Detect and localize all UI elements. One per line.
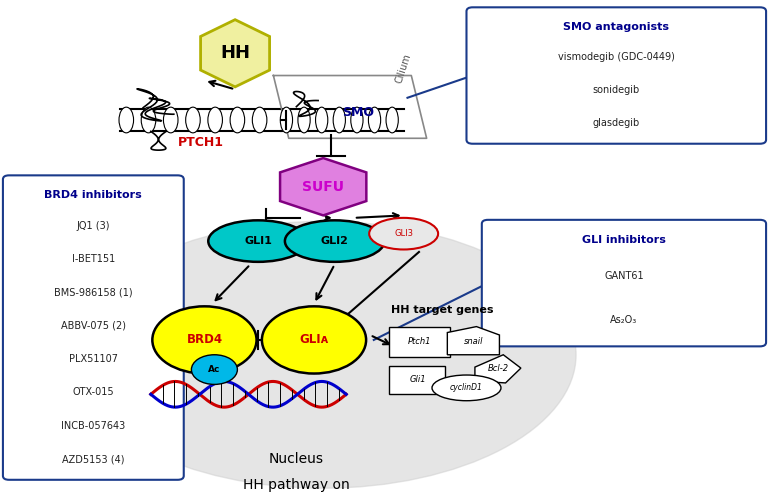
Ellipse shape [252,107,267,133]
Ellipse shape [280,107,292,133]
Ellipse shape [333,107,345,133]
Text: Gli1: Gli1 [409,375,426,385]
Ellipse shape [315,107,328,133]
Ellipse shape [208,107,222,133]
Text: OTX-015: OTX-015 [72,388,114,398]
Ellipse shape [164,107,178,133]
Ellipse shape [230,107,245,133]
Text: PLX51107: PLX51107 [69,354,118,364]
Text: GLI1: GLI1 [244,236,272,246]
Text: INCB-057643: INCB-057643 [62,421,125,431]
Text: AZD5153 (4): AZD5153 (4) [62,454,125,464]
Ellipse shape [285,220,384,262]
Polygon shape [475,355,521,383]
Polygon shape [201,20,270,87]
Ellipse shape [368,107,381,133]
Text: SMO: SMO [341,106,374,119]
Text: GLI3: GLI3 [394,229,413,238]
Ellipse shape [208,220,308,262]
Ellipse shape [119,107,134,133]
Circle shape [152,306,257,374]
Text: BMS-986158 (1): BMS-986158 (1) [54,287,132,297]
Text: vismodegib (GDC-0449): vismodegib (GDC-0449) [558,52,674,63]
Text: sonidegib: sonidegib [593,85,640,95]
FancyBboxPatch shape [467,7,766,144]
Text: GANT61: GANT61 [604,271,644,281]
Text: As₂O₃: As₂O₃ [611,315,638,325]
Ellipse shape [185,107,200,133]
Text: PTCH1: PTCH1 [178,136,224,149]
Text: HH pathway on: HH pathway on [243,478,350,492]
Text: cyclinD1: cyclinD1 [450,383,483,392]
Ellipse shape [351,107,363,133]
FancyBboxPatch shape [482,220,766,346]
Ellipse shape [70,221,576,488]
Text: ABBV-075 (2): ABBV-075 (2) [61,321,126,331]
Text: glasdegib: glasdegib [593,118,640,128]
Text: JQ1 (3): JQ1 (3) [77,221,110,231]
Ellipse shape [386,107,398,133]
Text: BRD4: BRD4 [186,333,222,346]
Ellipse shape [369,218,438,249]
Text: Cilium: Cilium [394,52,413,84]
Text: GLIᴀ: GLIᴀ [299,333,328,346]
FancyBboxPatch shape [389,366,445,394]
FancyBboxPatch shape [389,327,451,357]
Text: Nucleus: Nucleus [269,452,324,466]
Ellipse shape [141,107,156,133]
Circle shape [262,306,366,374]
Text: Ptch1: Ptch1 [408,337,431,346]
Text: SUFU: SUFU [302,180,345,194]
Text: snail: snail [464,337,483,346]
Text: HH target genes: HH target genes [391,305,493,315]
Text: SMO antagonists: SMO antagonists [563,22,669,32]
Ellipse shape [298,107,310,133]
Text: GLI inhibitors: GLI inhibitors [582,235,666,245]
Circle shape [191,355,238,384]
Text: I-BET151: I-BET151 [72,254,115,264]
Text: Ac: Ac [208,365,221,374]
Text: Bcl-2: Bcl-2 [488,364,508,373]
Text: GLI2: GLI2 [321,236,348,246]
Text: HH: HH [220,44,250,62]
Polygon shape [448,327,499,355]
Ellipse shape [432,375,501,401]
Text: BRD4 inhibitors: BRD4 inhibitors [45,190,142,200]
FancyBboxPatch shape [3,175,184,480]
Polygon shape [280,158,366,215]
